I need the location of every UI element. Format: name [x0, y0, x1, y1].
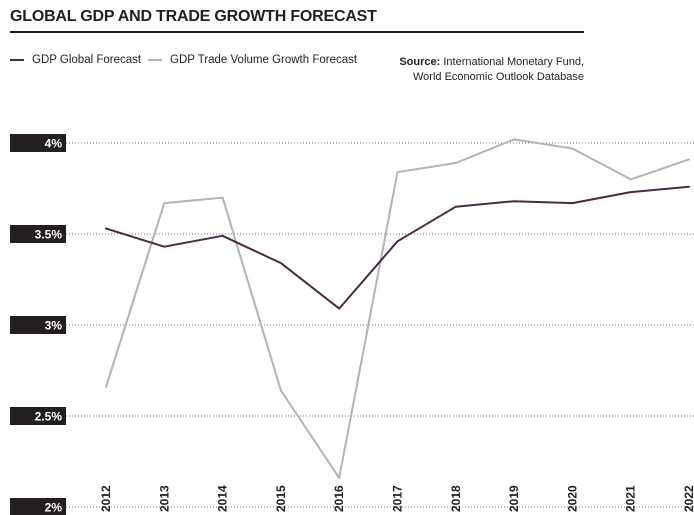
xtick-label-7: 2019	[507, 485, 521, 512]
ytick-label-4: 2%	[45, 501, 63, 515]
xtick-label-8: 2020	[565, 485, 579, 512]
ytick-label-1: 3.5%	[35, 228, 63, 242]
source-label: Source:	[399, 56, 441, 68]
legend-swatch-trade	[148, 59, 162, 61]
source-note: Source: International Monetary Fund, Wor…	[399, 55, 584, 85]
source-text-line2: World Economic Outlook Database	[413, 71, 584, 83]
ytick-bg-0	[10, 134, 66, 152]
ytick-label-0: 4%	[45, 137, 63, 151]
ytick-bg-3	[10, 407, 66, 425]
xtick-label-1: 2013	[157, 485, 171, 512]
legend-item-gdp: GDP Global Forecast	[10, 54, 141, 66]
title-rule	[10, 31, 584, 33]
xtick-label-3: 2015	[274, 485, 288, 512]
legend-label-trade: GDP Trade Volume Growth Forecast	[170, 54, 358, 66]
xtick-label-10: 2022	[682, 485, 694, 512]
series-line-gdp	[105, 185, 690, 310]
xtick-label-4: 2016	[332, 485, 346, 512]
xtick-label-0: 2012	[99, 485, 113, 512]
ytick-bg-2	[10, 316, 66, 334]
ytick-bg-1	[10, 225, 66, 243]
series-line-trade	[105, 138, 690, 479]
legend-item-trade: GDP Trade Volume Growth Forecast	[148, 54, 357, 66]
ytick-bg-4	[10, 498, 66, 515]
xtick-label-2: 2014	[216, 485, 230, 512]
ytick-label-2: 3%	[45, 319, 63, 333]
xtick-label-5: 2017	[391, 485, 405, 512]
legend-swatch-gdp	[10, 59, 24, 61]
chart-title: GLOBAL GDP AND TRADE GROWTH FORECAST	[10, 8, 377, 25]
legend-label-gdp: GDP Global Forecast	[32, 54, 142, 66]
xtick-label-9: 2021	[624, 485, 638, 512]
xtick-label-6: 2018	[449, 485, 463, 512]
source-text-line1: International Monetary Fund,	[443, 56, 584, 68]
ytick-label-3: 2.5%	[35, 410, 63, 424]
